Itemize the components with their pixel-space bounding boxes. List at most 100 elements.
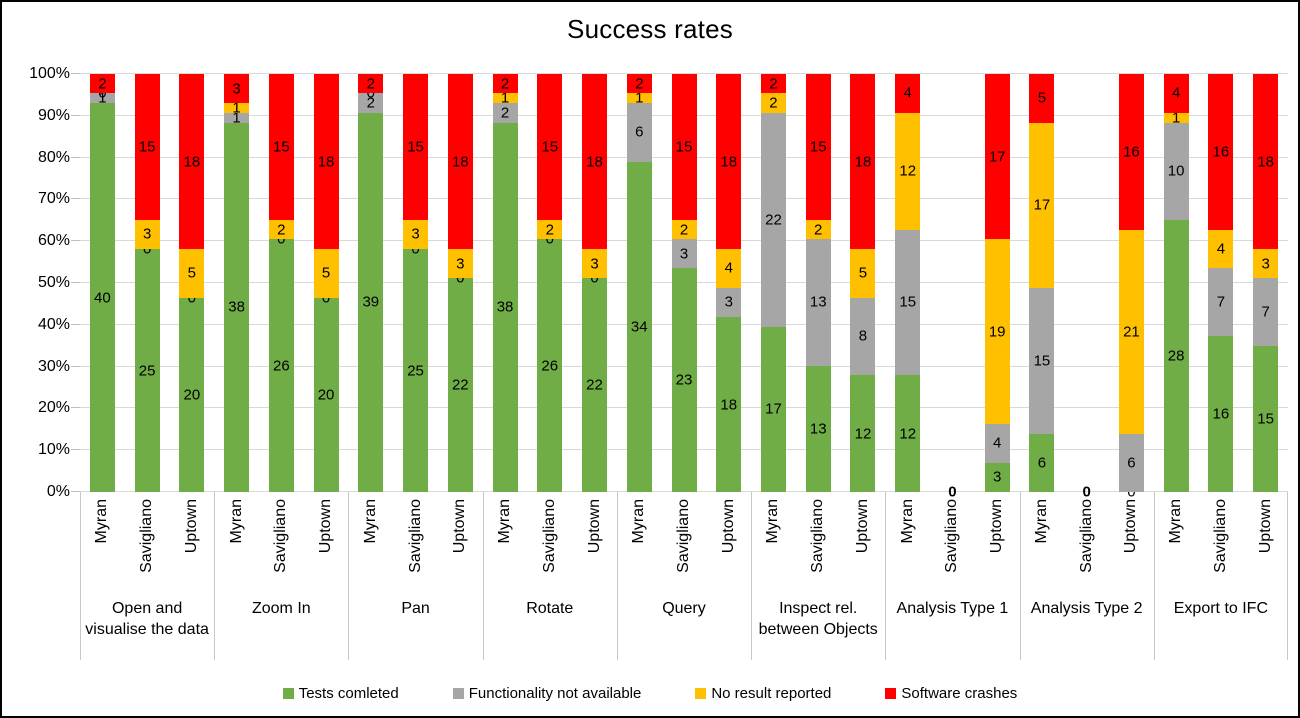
bar-value-label: 5 — [858, 264, 868, 282]
bar-segment-no-result-reported — [626, 93, 652, 104]
bar-segment-tests-comleted — [179, 297, 205, 492]
y-tick-label: 60% — [37, 232, 70, 250]
bar-label-savigliano: Savigliano — [943, 499, 961, 573]
bar-value-label: 0 — [590, 269, 599, 287]
bar-value-label: 15 — [138, 138, 156, 156]
bar-pan-savigliano: 25 0 3 15 — [403, 74, 429, 492]
bar-segment-no-result-reported — [224, 103, 250, 113]
bar-segment-tests-comleted — [895, 375, 921, 492]
y-tick-label: 80% — [37, 148, 70, 166]
group-separator — [1154, 492, 1155, 660]
bar-analysis-type-1-savigliano: 0 — [940, 74, 965, 500]
bar-segment-functionality-not-available — [895, 229, 921, 376]
y-axis-tick — [71, 449, 80, 451]
bar-value-label: 0 — [366, 84, 375, 102]
legend-label: No result reported — [711, 685, 832, 702]
bar-label-savigliano: Savigliano — [1211, 499, 1229, 573]
bar-value-label: 2 — [769, 75, 778, 93]
group-separator — [1287, 492, 1288, 660]
bar-segment-software-crashes — [1208, 74, 1234, 230]
bar-segment-tests-comleted — [313, 297, 339, 492]
bar-segment-tests-comleted — [760, 326, 786, 492]
legend-swatch-functionality-not-available — [452, 688, 464, 699]
bar-value-label: 18 — [317, 153, 335, 170]
bar-value-label: 22 — [586, 376, 603, 394]
legend-item-tests-comleted: Tests comleted — [282, 685, 399, 702]
bar-segment-functionality-not-available — [1253, 278, 1279, 347]
bar-value-label: 0 — [948, 483, 957, 501]
bar-segment-functionality-not-available — [984, 423, 1010, 463]
group-separator — [483, 492, 484, 660]
bar-segment-functionality-not-available — [1029, 287, 1055, 434]
bar-pan-uptown: 22 0 3 18 — [447, 74, 473, 492]
bar-segment-no-result-reported — [1253, 248, 1279, 279]
bar-value-label: 15 — [1257, 410, 1274, 428]
bar-value-label: 18 — [854, 153, 872, 170]
group-label-open-and-visualise-the-data: Open and visualise the data — [85, 600, 209, 638]
bar-value-label: 2 — [679, 221, 689, 239]
plot-area: 40 1 0 2 25 0 3 15 20 0 5 18 38 1 1 3 26 0 2 15 20 0 5 18 39 2 0 2 2… — [71, 73, 1288, 500]
y-axis: 0% 10% 20% 30% 40% 50% 60% 70% 80% 90% 100% — [2, 65, 72, 500]
group-separator — [80, 492, 81, 660]
bar-value-label: 2 — [366, 94, 375, 112]
bar-segment-no-result-reported — [492, 93, 518, 104]
bar-segment-tests-comleted — [224, 122, 250, 492]
bar-value-label: 8 — [858, 327, 868, 345]
bar-segment-tests-comleted — [716, 317, 742, 492]
bar-segment-functionality-not-available — [626, 103, 652, 162]
bar-segment-no-result-reported — [582, 248, 608, 279]
bar-segment-tests-comleted — [805, 365, 831, 492]
group-separator — [214, 492, 215, 660]
legend-swatch-software-crashes — [885, 688, 897, 699]
bar-query-uptown: 18 3 4 18 — [716, 74, 742, 492]
bar-segment-no-result-reported — [1163, 112, 1189, 123]
y-axis-tick — [71, 156, 80, 158]
bar-value-label: 3 — [456, 255, 465, 273]
bar-segment-software-crashes — [89, 74, 115, 94]
x-axis: Open and visualise the data Myran Saviglia… — [80, 492, 1288, 668]
bar-value-label: 12 — [899, 162, 917, 180]
group-label-inspect-rel-between-objects: Inspect rel. between Objects — [758, 600, 878, 638]
bar-value-label: 15 — [675, 138, 693, 156]
bar-value-label: 2 — [500, 104, 510, 122]
bar-value-label: 0 — [321, 289, 331, 307]
y-tick-label: 100% — [29, 65, 70, 82]
bar-segment-software-crashes — [850, 74, 876, 249]
bar-value-label: 0 — [142, 240, 152, 258]
bar-value-label: 3 — [679, 245, 689, 263]
bar-value-label: 6 — [1127, 454, 1136, 472]
y-tick-label: 20% — [37, 399, 70, 417]
bar-segment-software-crashes — [626, 74, 652, 94]
bar-value-label: 3 — [590, 255, 599, 273]
bar-value-label: 1 — [232, 109, 241, 127]
bar-segment-no-result-reported — [1029, 122, 1055, 288]
bar-segment-software-crashes — [760, 74, 786, 94]
bar-value-label: 2 — [366, 75, 375, 93]
bar-value-label: 5 — [187, 264, 197, 282]
bar-value-label: 4 — [1216, 240, 1226, 258]
y-tick-label: 0% — [46, 483, 70, 500]
bar-value-label: 16 — [1123, 143, 1140, 161]
bar-inspect-rel-between-objects-uptown: 12 8 5 18 — [850, 74, 876, 492]
bar-label-savigliano: Savigliano — [138, 499, 156, 573]
bar-segment-tests-comleted — [89, 103, 115, 492]
bar-value-label: 34 — [630, 318, 648, 336]
bar-segment-no-result-reported — [1208, 229, 1234, 269]
legend-label: Software crashes — [901, 685, 1018, 702]
group-separator — [348, 492, 349, 660]
bar-segment-tests-comleted — [1208, 336, 1234, 492]
bar-value-label: 15 — [1033, 352, 1051, 370]
bar-segment-no-result-reported — [1118, 229, 1144, 434]
bar-value-label: 5 — [1037, 89, 1047, 107]
bar-value-label: 5 — [321, 264, 331, 282]
bar-segment-functionality-not-available — [89, 93, 115, 104]
bar-segment-software-crashes — [984, 74, 1010, 240]
bar-segment-software-crashes — [1253, 74, 1279, 249]
bar-value-label: 26 — [272, 357, 290, 375]
y-axis-tick — [71, 407, 80, 409]
bar-value-label: 18 — [720, 153, 738, 170]
legend-item-functionality-not-available: Functionality not available — [452, 685, 641, 702]
bar-segment-software-crashes — [358, 74, 384, 94]
bar-segment-software-crashes — [805, 74, 831, 220]
bar-segment-functionality-not-available — [850, 297, 876, 376]
